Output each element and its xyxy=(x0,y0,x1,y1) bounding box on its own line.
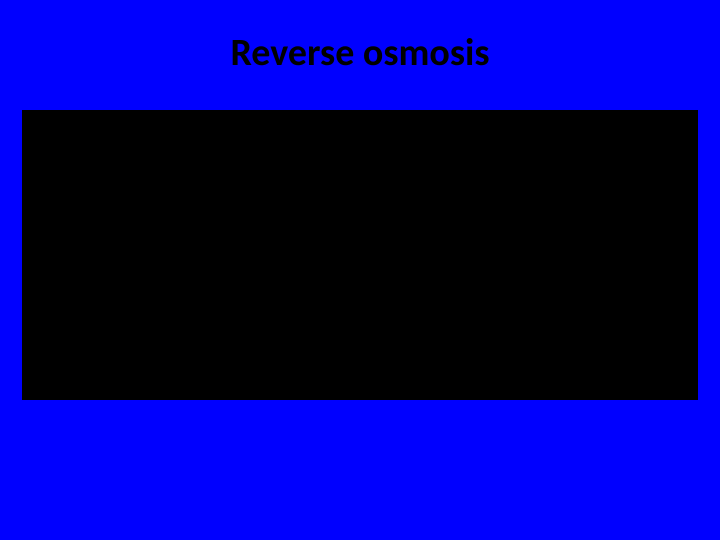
slide-title: Reverse osmosis xyxy=(0,0,720,76)
content-box: SEMI PERMEABLE MEMBRANE OSMOSIS REVERSE … xyxy=(22,110,698,400)
bullet-item-3: REVERSE OSMOSIS xyxy=(42,226,678,261)
bullet-list: SEMI PERMEABLE MEMBRANE OSMOSIS REVERSE … xyxy=(42,140,678,261)
bullet-item-2: OSMOSIS xyxy=(42,183,678,218)
bullet-item-1: SEMI PERMEABLE MEMBRANE xyxy=(42,140,678,175)
slide-container: Reverse osmosis SEMI PERMEABLE MEMBRANE … xyxy=(0,0,720,540)
bullet-text-3: REVERSE OSMOSIS xyxy=(82,226,295,261)
bullet-text-1: SEMI PERMEABLE MEMBRANE xyxy=(90,140,438,175)
bullet-text-2: OSMOSIS xyxy=(82,183,189,218)
